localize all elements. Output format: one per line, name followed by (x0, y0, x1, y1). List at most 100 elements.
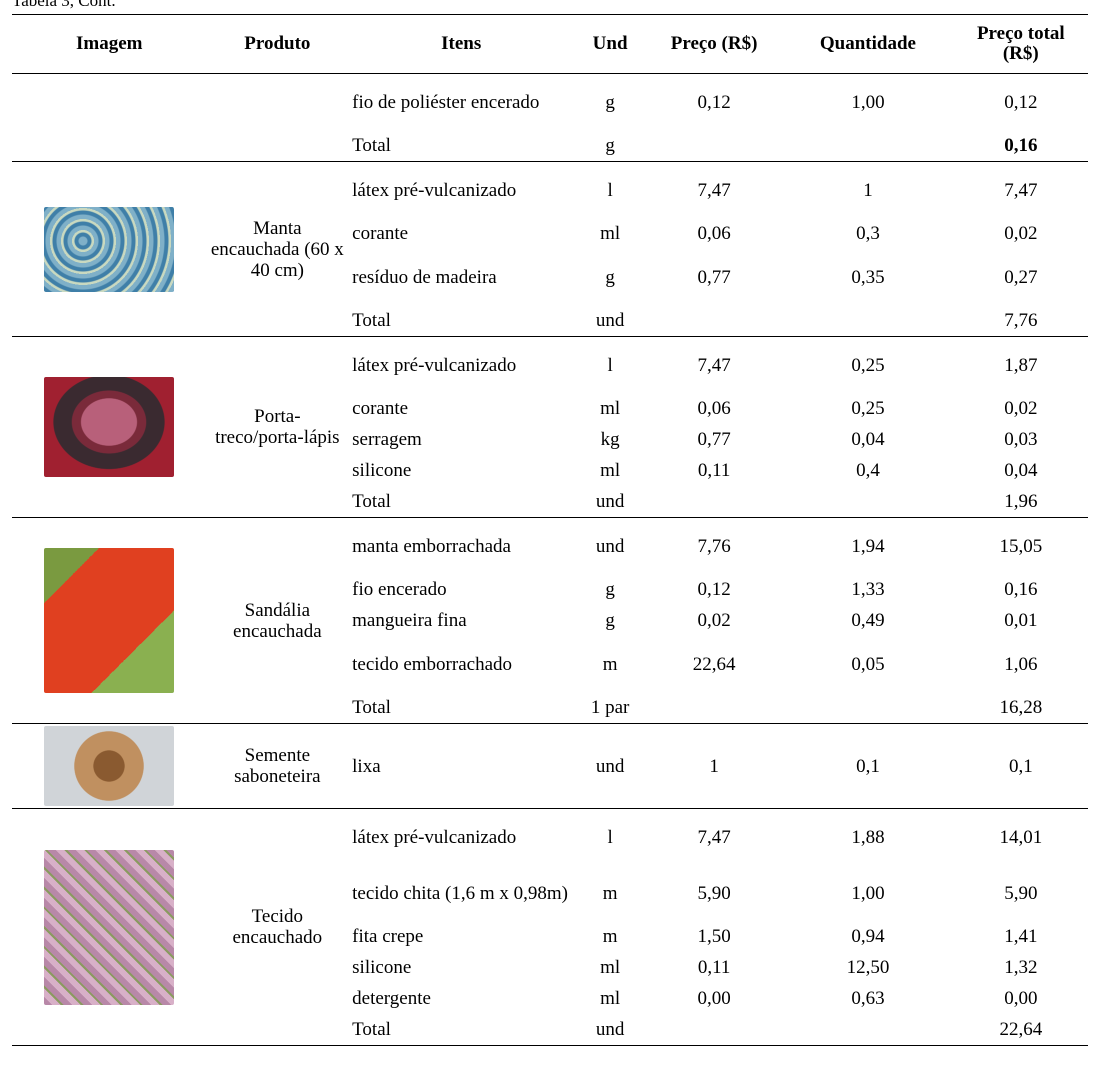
item-cell: Total (348, 130, 575, 162)
value-cell: g (605, 610, 615, 631)
image-cell (12, 73, 207, 162)
item-cell: serragem (352, 429, 422, 450)
table-row: serragem kg 0,77 0,04 0,03 (12, 424, 1088, 455)
product-image (44, 548, 175, 693)
value-cell: 0,12 (697, 91, 731, 113)
table-row: tecido chita (1,6 m x 0,98m) m 5,90 1,00 5,9… (12, 865, 1088, 921)
table-row: corante ml 0,06 0,3 0,02 (12, 218, 1088, 249)
price-table: Imagem Produto Itens Und Preço (R$) Quantidad… (12, 14, 1088, 1046)
table-row: mangueira fina g 0,02 0,49 0,01 (12, 605, 1088, 636)
value-cell: 0,02 (1004, 223, 1038, 244)
caption: Tabela 3, Cont. (12, 0, 116, 10)
value-cell: 7,47 (697, 179, 731, 201)
table-row: corante ml 0,06 0,25 0,02 (12, 393, 1088, 424)
header-text: Preço (R$) (670, 33, 758, 54)
value-cell: 0,77 (697, 429, 731, 450)
product-image (44, 206, 175, 292)
product-cell: Sandália encauchada (206, 517, 349, 724)
value-cell: m (602, 882, 618, 904)
item-cell: tecido chita (1,6 m x 0,98m) (352, 882, 568, 904)
product-cell: Manta encauchada (60 x 40 cm) (206, 161, 349, 337)
value-cell: 0,00 (697, 988, 731, 1009)
product-cell (206, 73, 349, 162)
value-cell (645, 692, 783, 724)
value-cell: 0,06 (697, 398, 731, 419)
value-cell: 1,96 (953, 486, 1088, 518)
header-text: Und (592, 33, 628, 54)
value-cell: und (574, 1014, 646, 1046)
item-cell: tecido emborrachado (352, 653, 512, 675)
item-cell: manta emborrachada (352, 535, 511, 557)
value-cell: 7,47 (697, 826, 731, 848)
image-cell (12, 336, 207, 518)
value-cell: 1,33 (851, 579, 885, 600)
product-cell: Semente saboneteira (206, 723, 349, 809)
value-cell: kg (600, 429, 620, 450)
value-cell: 16,28 (953, 692, 1088, 724)
value-cell: 0,49 (851, 610, 885, 631)
value-cell: 0,3 (856, 223, 880, 244)
item-cell: látex pré-vulcanizado (352, 179, 517, 201)
value-cell: 7,47 (1004, 179, 1038, 201)
value-cell: 0,04 (851, 429, 885, 450)
value-cell: m (602, 653, 618, 675)
value-cell: 1,32 (1004, 957, 1038, 978)
header-text: Produto (244, 33, 311, 54)
value-cell: 0,27 (1004, 266, 1038, 288)
value-cell: l (607, 826, 613, 848)
value-cell: 0,01 (1004, 610, 1038, 631)
value-cell: 0,00 (1004, 988, 1038, 1009)
value-cell: 22,64 (953, 1014, 1088, 1046)
value-cell: ml (600, 398, 621, 419)
value-cell (645, 305, 783, 337)
value-cell: 0,25 (851, 354, 885, 376)
image-cell (12, 723, 207, 809)
item-cell: Total (348, 692, 575, 724)
item-cell: resíduo de madeira (352, 266, 497, 288)
value-cell: g (605, 266, 615, 288)
value-cell: und (574, 486, 646, 518)
header-text: Itens (441, 33, 482, 54)
value-cell (782, 130, 954, 162)
table-row: Manta encauchada (60 x 40 cm) látex pré-v… (12, 161, 1088, 337)
value-cell: 1 par (574, 692, 646, 724)
table-row: resíduo de madeira g 0,77 0,35 0,27 (12, 249, 1088, 305)
value-cell: 0,77 (697, 266, 731, 288)
value-cell: 7,47 (697, 354, 731, 376)
item-cell: látex pré-vulcanizado (352, 354, 517, 376)
table-row: fio encerado g 0,12 1,33 0,16 (12, 574, 1088, 605)
item-cell: lixa (348, 723, 575, 809)
value-cell: 0,1 (953, 723, 1088, 809)
table-row: Total g 0,16 (12, 130, 1088, 162)
table-row: Tecido encauchado látex pré-vulcanizado l 7… (12, 808, 1088, 1046)
value-cell: ml (600, 460, 621, 481)
table-row: Total und 7,76 (12, 305, 1088, 337)
value-cell: 15,05 (999, 535, 1043, 557)
value-cell (645, 1014, 783, 1046)
product-cell: Tecido encauchado (206, 808, 349, 1046)
item-cell: silicone (352, 460, 412, 481)
value-cell: 1,94 (851, 535, 885, 557)
table-row: Semente saboneteira lixa und 1 0,1 0,1 (12, 723, 1088, 809)
header-text: Imagem (76, 33, 143, 54)
value-cell: 1,88 (851, 826, 885, 848)
value-cell: und (574, 723, 646, 809)
value-cell: 0,94 (851, 926, 885, 947)
value-cell: 5,90 (1004, 882, 1038, 904)
value-cell: 1,87 (1004, 354, 1038, 376)
item-cell: mangueira fina (352, 610, 467, 631)
value-cell: 0,1 (782, 723, 954, 809)
value-cell: 1 (863, 179, 873, 201)
product-cell: Porta-treco/porta-lápis (206, 336, 349, 518)
value-cell: l (607, 354, 613, 376)
value-cell: 0,05 (851, 653, 885, 675)
table-row: silicone ml 0,11 0,4 0,04 (12, 455, 1088, 486)
header-text: Preço total (R$) (976, 23, 1065, 64)
table-row: tecido emborrachado m 22,64 0,05 1,06 (12, 636, 1088, 692)
table-row: Porta-treco/porta-lápis látex pré-vulcani… (12, 336, 1088, 518)
value-cell: l (607, 179, 613, 201)
value-cell: 0,11 (697, 957, 731, 978)
item-cell: fio de poliéster encerado (352, 91, 540, 113)
table-row: fio de poliéster encerado g 0,12 1,00 0,12 (12, 73, 1088, 162)
